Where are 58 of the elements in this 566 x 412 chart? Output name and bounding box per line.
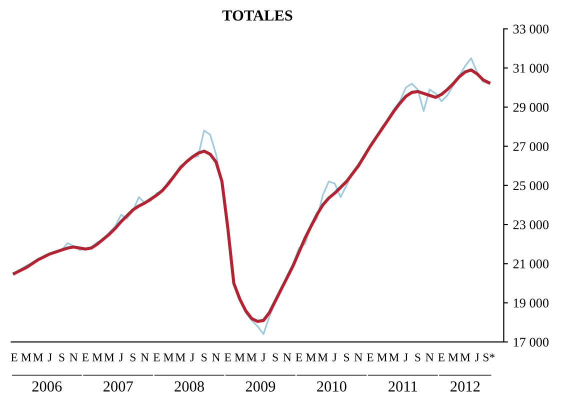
- x-tick-label: M: [460, 354, 470, 362]
- x-tick-label: J: [119, 354, 124, 362]
- x-tick-label: S: [344, 353, 350, 362]
- x-tick-label: M: [448, 354, 458, 362]
- x-tick-label: S: [202, 353, 207, 362]
- x-tick-label: M: [246, 354, 256, 362]
- x-tick-label: S: [59, 353, 64, 362]
- y-tick-label: 31 000: [513, 64, 549, 73]
- text: 2007: [104, 381, 133, 392]
- text: 2006: [32, 381, 62, 392]
- y-tick-label: 21 000: [513, 259, 549, 268]
- text: 2012: [450, 381, 480, 392]
- text: 2008: [174, 381, 204, 392]
- text: 2009: [246, 381, 276, 392]
- y-tick-label: 27 000: [513, 142, 549, 151]
- x-tick-label: M: [33, 354, 43, 362]
- x-tick-label: M: [318, 354, 328, 362]
- x-tick-label: N: [140, 354, 149, 362]
- x-tick-label: J: [48, 354, 52, 362]
- y-tick-label: 25 000: [513, 181, 549, 190]
- x-tick-label: E: [224, 354, 231, 362]
- x-tick-label: J: [190, 354, 194, 362]
- x-tick-label: N: [212, 354, 220, 362]
- x-tick-label: E: [11, 354, 18, 362]
- y-tick-label: 29 000: [513, 102, 549, 112]
- x-tick-label: E: [366, 354, 374, 362]
- x-tick-label: M: [234, 354, 245, 362]
- x-tick-label: M: [377, 354, 388, 362]
- x-tick-label: J: [404, 354, 408, 362]
- x-tick-label: S: [272, 353, 278, 362]
- x-tick-label: M: [164, 354, 174, 362]
- x-tick-label: S: [130, 353, 136, 362]
- x-tick-label: M: [104, 354, 114, 362]
- x-tick-label: M: [21, 354, 32, 362]
- text: 2010: [317, 381, 346, 392]
- x-tick-label: J: [474, 354, 480, 362]
- x-tick-label: E: [438, 354, 444, 362]
- x-tick-label: N: [426, 354, 434, 362]
- x-tick-label: J: [261, 354, 266, 362]
- y-tick-label: 19 000: [514, 298, 549, 308]
- x-tick-label: E: [296, 354, 302, 362]
- y-tick-label: 33 000: [513, 24, 549, 34]
- x-tick-label: N: [70, 354, 78, 362]
- x-tick-label: M: [389, 354, 399, 362]
- x-tick-label: M: [92, 354, 102, 362]
- x-tick-label: E: [153, 354, 160, 362]
- x-tick-label: M: [175, 354, 186, 362]
- y-tick-label: 23 000: [513, 220, 549, 230]
- x-tick-label: S*: [483, 353, 495, 362]
- x-tick-label: M: [306, 354, 316, 362]
- y-tick-label: 17 000: [514, 338, 549, 347]
- x-tick-label: N: [283, 354, 292, 362]
- chart-title: TOTALES: [222, 10, 292, 21]
- x-tick-label: J: [332, 354, 337, 362]
- x-tick-label: E: [82, 354, 88, 362]
- text: 2011: [388, 381, 417, 392]
- x-tick-label: S: [415, 353, 420, 362]
- x-tick-label: N: [354, 354, 362, 362]
